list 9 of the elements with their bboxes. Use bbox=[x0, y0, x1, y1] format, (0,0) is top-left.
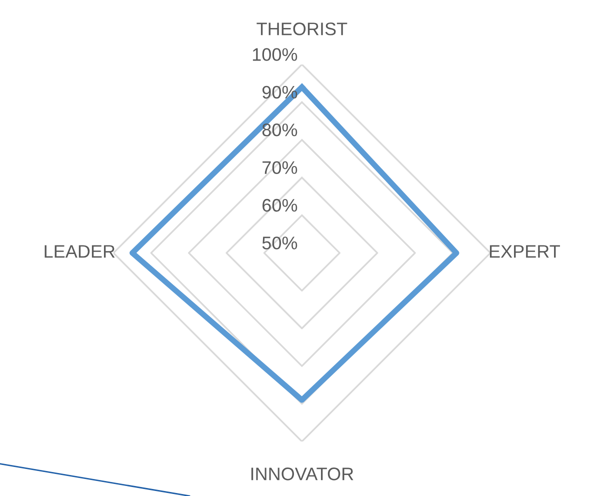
y-tick-label: 60% bbox=[262, 198, 298, 212]
y-tick-label: 50% bbox=[262, 236, 298, 250]
y-tick-label: 80% bbox=[262, 124, 298, 136]
spoke-label: EXPERT bbox=[490, 245, 560, 258]
y-tick-label: 100% bbox=[252, 48, 298, 61]
y-tick-label: 70% bbox=[262, 161, 298, 174]
spoke-label: LEADER bbox=[44, 245, 115, 258]
spoke-label: THEORIST bbox=[256, 22, 348, 36]
spoke-label: INNOVATOR bbox=[251, 468, 354, 480]
